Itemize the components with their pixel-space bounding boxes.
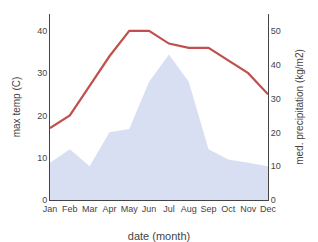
- svg-text:Nov: Nov: [240, 204, 257, 214]
- svg-text:30: 30: [271, 94, 281, 104]
- svg-text:Feb: Feb: [62, 204, 78, 214]
- svg-text:May: May: [121, 204, 139, 214]
- svg-text:20: 20: [271, 128, 281, 138]
- svg-text:40: 40: [37, 26, 47, 36]
- svg-text:Jan: Jan: [43, 204, 58, 214]
- svg-text:Mar: Mar: [82, 204, 98, 214]
- svg-text:0: 0: [271, 195, 276, 205]
- svg-text:Oct: Oct: [221, 204, 236, 214]
- svg-text:30: 30: [37, 68, 47, 78]
- svg-text:50: 50: [271, 26, 281, 36]
- svg-text:date (month): date (month): [128, 230, 190, 242]
- svg-text:Aug: Aug: [181, 204, 197, 214]
- svg-text:10: 10: [37, 153, 47, 163]
- svg-text:40: 40: [271, 60, 281, 70]
- svg-text:Sep: Sep: [201, 204, 217, 214]
- svg-text:10: 10: [271, 161, 281, 171]
- svg-text:med. precipitation (kg/m2): med. precipitation (kg/m2): [294, 49, 305, 165]
- svg-text:Jun: Jun: [142, 204, 157, 214]
- svg-text:max temp (C): max temp (C): [11, 77, 22, 138]
- svg-text:Jul: Jul: [163, 204, 175, 214]
- svg-text:Dec: Dec: [260, 204, 277, 214]
- svg-text:Apr: Apr: [102, 204, 116, 214]
- svg-text:20: 20: [37, 111, 47, 121]
- svg-text:0: 0: [42, 195, 47, 205]
